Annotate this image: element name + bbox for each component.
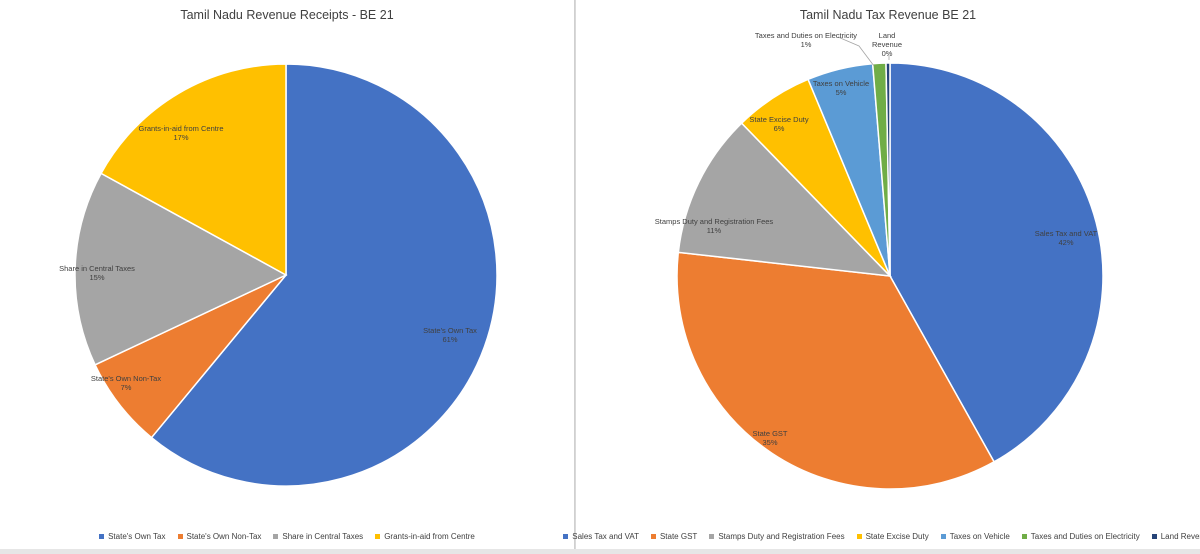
pie-slice-state-gst xyxy=(676,251,996,490)
legend-label: Land Revenue xyxy=(1160,532,1200,541)
pie-slice-sales-tax-and-vat xyxy=(889,62,1104,463)
sheet-grid-strip xyxy=(0,549,1200,554)
data-label-percent: 61% xyxy=(442,335,457,344)
legend-item-share-in-central-taxes: Share in Central Taxes xyxy=(273,532,363,541)
data-label-category: Share in Central Taxes xyxy=(59,264,135,273)
legend-swatch xyxy=(856,534,862,539)
chart-panel-tax-revenue: Tamil Nadu Tax Revenue BE 21 Sales Tax a… xyxy=(563,0,1200,549)
legend-label: Stamps Duty and Registration Fees xyxy=(718,532,845,541)
legend-swatch xyxy=(273,534,279,539)
legend-item-state-s-own-tax: State's Own Tax xyxy=(99,532,166,541)
data-label-category: Revenue xyxy=(872,40,902,49)
data-label-category: State's Own Tax xyxy=(423,326,477,335)
pie-slice-land-revenue xyxy=(885,62,891,277)
legend-label: State's Own Tax xyxy=(108,532,166,541)
legend-label: Grants-in-aid from Centre xyxy=(384,532,475,541)
legend-item-state-excise-duty: State Excise Duty xyxy=(856,532,929,541)
data-label-percent: 15% xyxy=(89,273,104,282)
pie-slice-grants-in-aid-from-centre xyxy=(100,63,287,277)
data-label-category: Grants-in-aid from Centre xyxy=(138,124,223,133)
legend-label: State's Own Non-Tax xyxy=(186,532,262,541)
data-label-category: Taxes and Duties on Electricity xyxy=(755,31,857,40)
data-label-percent: 11% xyxy=(707,226,722,235)
legend-item-taxes-and-duties-on-electricity: Taxes and Duties on Electricity xyxy=(1021,532,1140,541)
legend-swatch xyxy=(177,534,183,539)
legend-swatch xyxy=(375,534,381,539)
data-label-percent: 42% xyxy=(1058,238,1073,247)
chart-panel-revenue-receipts: Tamil Nadu Revenue Receipts - BE 21 Stat… xyxy=(0,0,575,549)
chart-title: Tamil Nadu Revenue Receipts - BE 21 xyxy=(180,8,394,22)
data-label-percent: 5% xyxy=(836,88,847,97)
data-label-percent: 0% xyxy=(882,49,893,58)
pie-slice-stamps-duty-and-registration-fees xyxy=(677,122,892,277)
data-label-percent: 17% xyxy=(173,133,188,142)
data-label-percent: 35% xyxy=(762,438,777,447)
data-label-category: Stamps Duty and Registration Fees xyxy=(655,217,774,226)
chart-title: Tamil Nadu Tax Revenue BE 21 xyxy=(799,8,977,22)
legend-item-state-gst: State GST xyxy=(650,532,698,541)
legend-label: Taxes on Vehicle xyxy=(949,532,1010,541)
legend-item-grants-in-aid-from-centre: Grants-in-aid from Centre xyxy=(375,532,475,541)
data-label-category: Sales Tax and VAT xyxy=(1035,229,1098,238)
pie-slice-share-in-central-taxes xyxy=(74,172,288,366)
data-label-category: State GST xyxy=(752,429,787,438)
data-label-category: State Excise Duty xyxy=(749,115,808,124)
legend-label: Sales Tax and VAT xyxy=(572,532,639,541)
legend-label: State Excise Duty xyxy=(865,532,929,541)
legend-swatch xyxy=(650,534,656,539)
legend-label: State GST xyxy=(659,532,698,541)
chart-legend: Sales Tax and VAT State GST Stamps Duty an… xyxy=(563,532,1200,541)
legend-swatch xyxy=(1021,534,1027,539)
data-label-percent: 7% xyxy=(121,383,132,392)
pie-slice-state-s-own-tax xyxy=(150,63,498,487)
legend-item-state-s-own-non-tax: State's Own Non-Tax xyxy=(177,532,262,541)
legend-swatch xyxy=(709,534,715,539)
data-label-category: Taxes on Vehicle xyxy=(813,79,869,88)
data-label-category: Land xyxy=(879,31,896,40)
chart-legend: State's Own Tax State's Own Non-Tax Share … xyxy=(0,532,574,541)
leader-line xyxy=(837,36,875,67)
data-label-percent: 6% xyxy=(774,124,785,133)
legend-swatch xyxy=(940,534,946,539)
legend-label: Taxes and Duties on Electricity xyxy=(1030,532,1140,541)
legend-swatch xyxy=(1151,534,1157,539)
legend-label: Share in Central Taxes xyxy=(282,532,364,541)
legend-item-land-revenue: Land Revenue xyxy=(1151,532,1200,541)
data-label-category: State's Own Non-Tax xyxy=(91,374,161,383)
legend-swatch xyxy=(99,534,105,539)
data-label-percent: 1% xyxy=(801,40,812,49)
legend-item-stamps-duty-and-registration-fees: Stamps Duty and Registration Fees xyxy=(709,532,845,541)
legend-swatch xyxy=(563,534,569,539)
legend-item-sales-tax-and-vat: Sales Tax and VAT xyxy=(563,532,639,541)
legend-item-taxes-on-vehicle: Taxes on Vehicle xyxy=(940,532,1010,541)
